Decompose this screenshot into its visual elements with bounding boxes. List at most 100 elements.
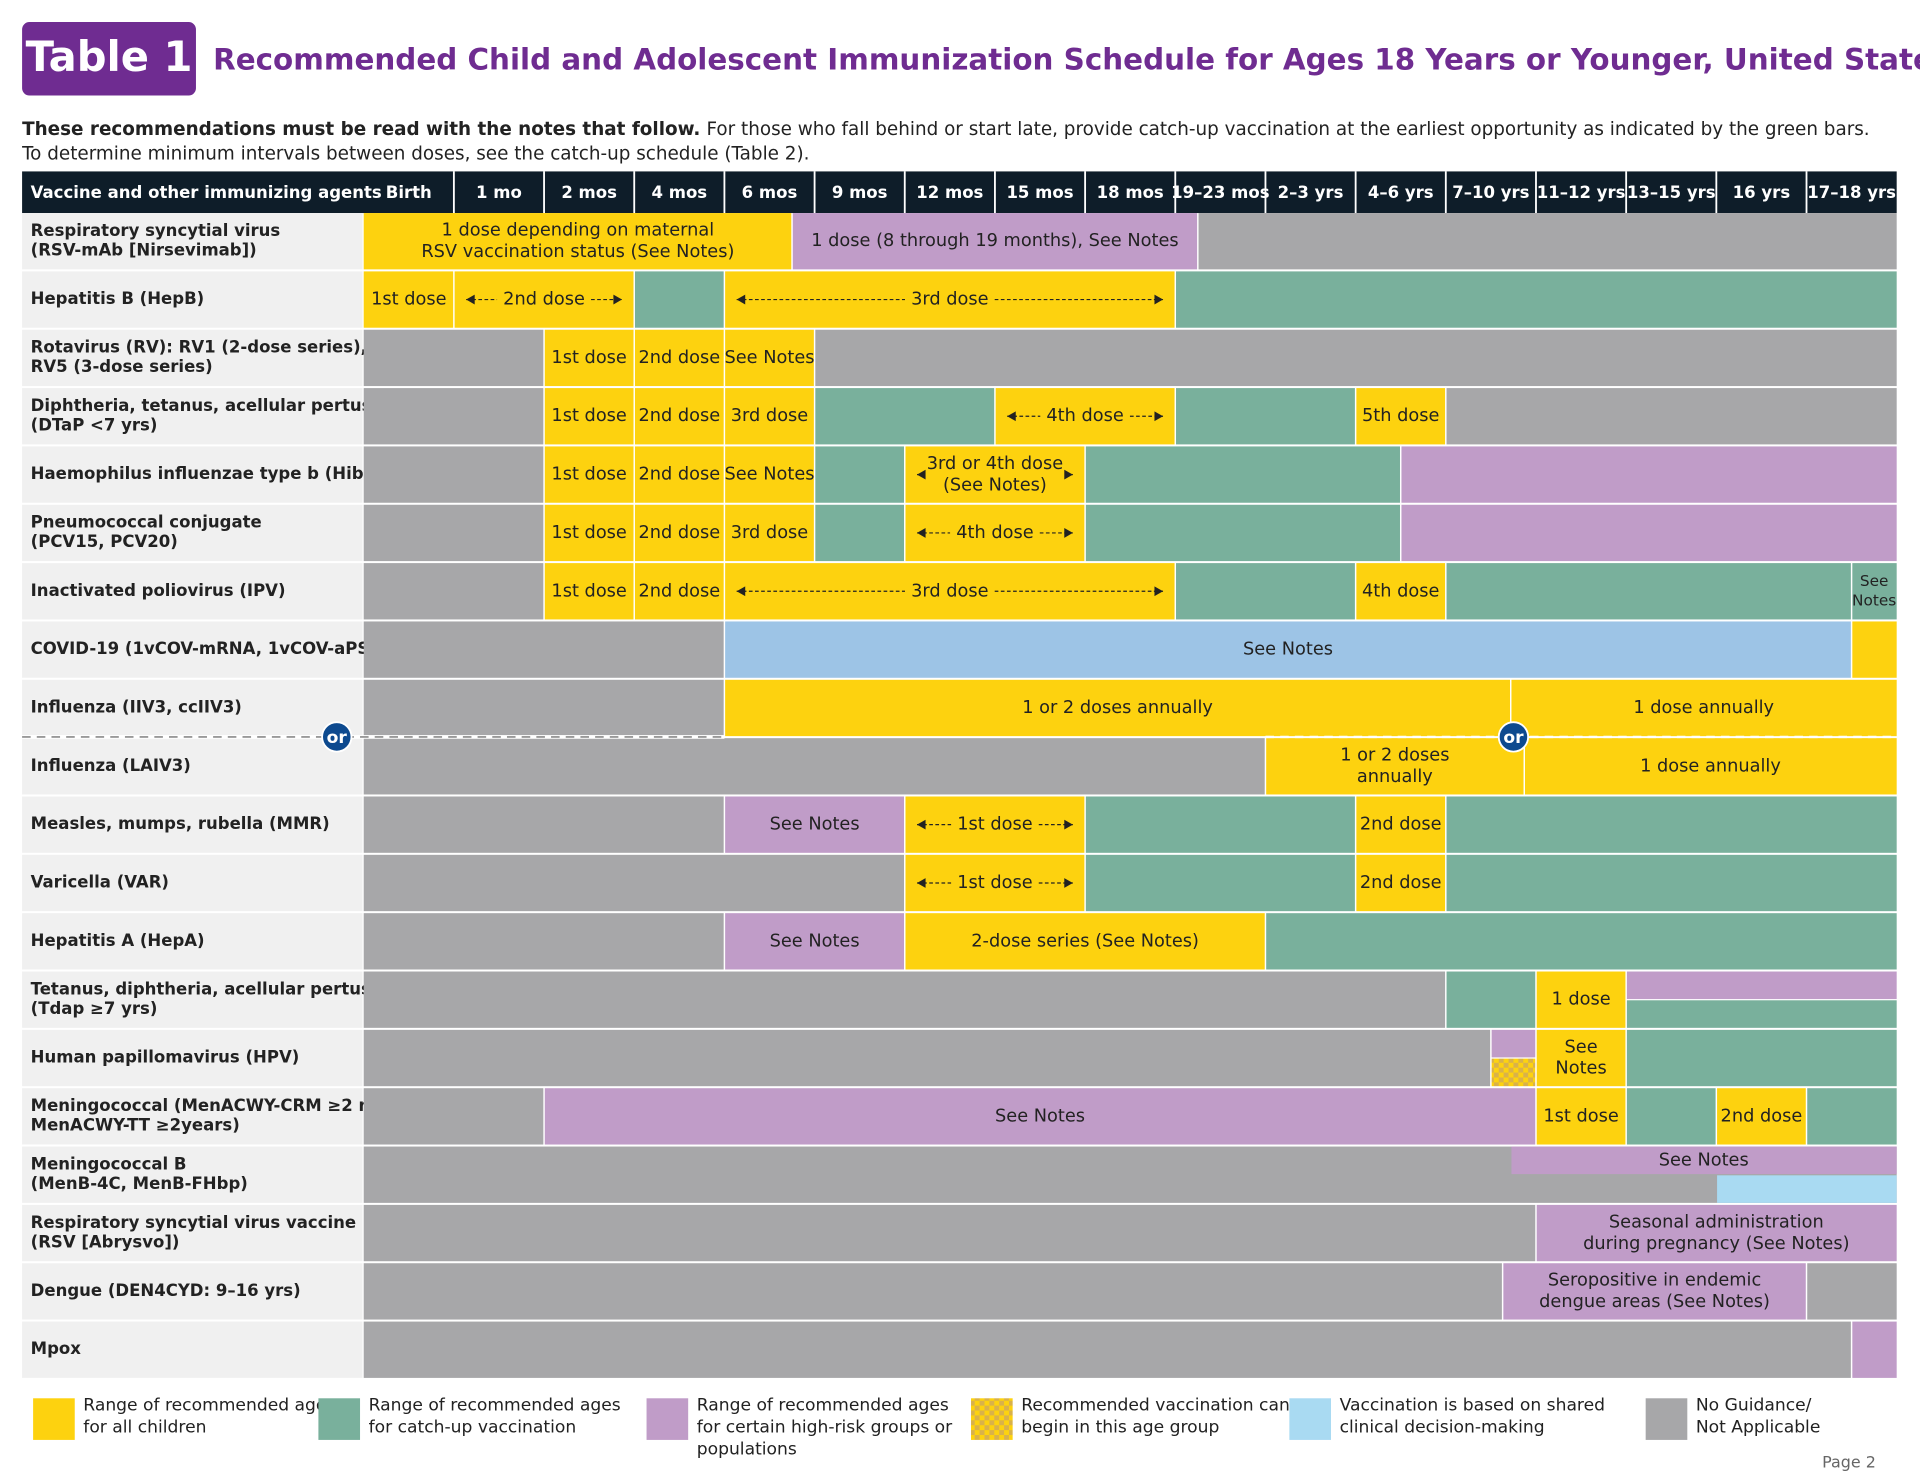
cell-text: 5th dose	[1362, 406, 1439, 426]
cell	[1626, 971, 1897, 1000]
cell	[725, 621, 1851, 678]
cell	[1356, 388, 1446, 445]
cell	[363, 1321, 1851, 1378]
cell	[1626, 1000, 1897, 1028]
arrow-head	[736, 294, 746, 305]
cell	[1446, 563, 1851, 620]
column-header: 19–23 mos	[1171, 183, 1270, 202]
cell-text: 1st dose	[551, 348, 626, 368]
row-label: Influenza (IIV3, ccIIV3)	[31, 697, 242, 716]
or-badge	[1497, 721, 1530, 753]
cell-text: 2nd dose	[638, 348, 720, 368]
cell	[1852, 563, 1897, 620]
row-label: Measles, mumps, rubella (MMR)	[31, 814, 330, 833]
cell	[544, 504, 634, 562]
column-header: 6 mos	[742, 183, 798, 202]
cell	[905, 913, 1265, 970]
cell	[363, 679, 724, 737]
row-label: MenACWY-TT ≥2years)	[31, 1116, 240, 1135]
column-header: Birth	[386, 183, 432, 202]
cell-text: 1 or 2 doses	[1340, 746, 1449, 766]
row-label: Influenza (LAIV3)	[31, 756, 191, 775]
badge-box	[22, 22, 196, 96]
legend-swatch	[971, 1398, 1013, 1440]
cell-text: 1st dose	[551, 523, 626, 543]
legend-text: for catch-up vaccination	[369, 1418, 577, 1438]
row-label-bg	[22, 1263, 363, 1320]
cell-text: 4th dose	[1362, 581, 1439, 601]
cell-text: 4th dose	[1046, 406, 1123, 426]
arrow-head	[1154, 586, 1164, 597]
cell-text: Seasonal administration	[1609, 1212, 1824, 1232]
cell-text: 3rd or 4th dose	[927, 454, 1063, 474]
row-label: RV5 (3-dose series)	[31, 357, 213, 376]
cell	[363, 504, 544, 562]
cell-text: See Notes	[1243, 640, 1333, 660]
legend-text: Recommended vaccination can	[1021, 1396, 1290, 1416]
cell	[1446, 971, 1536, 1028]
arrow-head	[1064, 528, 1073, 538]
row-label: (MenB-4C, MenB-FHbp)	[31, 1174, 248, 1193]
cell	[815, 504, 905, 562]
cell	[1176, 388, 1355, 445]
arrow-head	[613, 294, 622, 305]
cell	[1536, 1088, 1626, 1145]
legend-text: Range of recommended ages	[369, 1396, 621, 1416]
cell	[363, 971, 1446, 1028]
cell-text: 1st dose	[551, 406, 626, 426]
cell	[634, 388, 724, 445]
legend-text: Vaccination is based on shared	[1340, 1396, 1605, 1416]
cell-text: See Notes	[724, 465, 814, 485]
column-header: 4 mos	[651, 183, 707, 202]
column-header: 7–10 yrs	[1452, 183, 1529, 202]
title: Recommended Child and Adolescent Immuniz…	[213, 43, 1920, 77]
cell	[1491, 1058, 1536, 1087]
cell-text: Seropositive in endemic	[1548, 1271, 1761, 1291]
row-label: Hepatitis B (HepB)	[31, 289, 205, 308]
legend-swatch	[33, 1398, 75, 1440]
cell-text: See Notes	[770, 931, 860, 951]
cell	[1085, 504, 1400, 562]
cell	[792, 213, 1198, 270]
cell-text: See Notes	[770, 815, 860, 835]
cell	[544, 329, 634, 387]
legend-text: No Guidance/	[1696, 1396, 1812, 1416]
cell	[363, 1088, 544, 1145]
row-label-bg	[22, 1321, 363, 1378]
row-label: Rotavirus (RV): RV1 (2-dose series),	[31, 338, 367, 357]
cell-text: annually	[1357, 767, 1433, 787]
arrow-head	[1154, 411, 1164, 422]
cell-text: 3rd dose	[731, 523, 808, 543]
cell	[1356, 854, 1446, 912]
arrow-head	[736, 586, 746, 597]
cell	[1266, 913, 1897, 970]
cell	[815, 388, 995, 445]
cell-text: 1st dose	[957, 873, 1032, 893]
row-label: Dengue (DEN4CYD: 9–16 yrs)	[31, 1281, 301, 1300]
cell	[1401, 446, 1897, 503]
row-label: Hepatitis A (HepA)	[31, 931, 205, 950]
column-header: 1 mo	[476, 183, 522, 202]
cell	[363, 1263, 1502, 1320]
cell-text: Notes	[1852, 592, 1896, 610]
cell	[363, 913, 724, 970]
cell-text: 1 dose annually	[1633, 698, 1774, 718]
cell	[1491, 1029, 1536, 1058]
column-header: 13–15 yrs	[1627, 183, 1716, 202]
intro-rest: For those who fall behind or start late,…	[707, 119, 1870, 140]
legend-text: clinical decision-making	[1340, 1418, 1545, 1438]
cell	[544, 446, 634, 503]
column-header: 4–6 yrs	[1368, 183, 1434, 202]
cell-text: 2nd dose	[638, 406, 720, 426]
cell	[1536, 1204, 1897, 1262]
cell-text: See	[1860, 572, 1889, 590]
intro-bold: These recommendations must be read with …	[22, 119, 700, 140]
row-label: Meningococcal (MenACWY-CRM ≥2 mos,	[31, 1096, 403, 1115]
cell	[725, 388, 814, 445]
divider-gap	[22, 735, 725, 739]
cell	[1717, 1175, 1897, 1203]
cell-text: See Notes	[1659, 1150, 1749, 1170]
arrow-head	[1064, 469, 1073, 480]
